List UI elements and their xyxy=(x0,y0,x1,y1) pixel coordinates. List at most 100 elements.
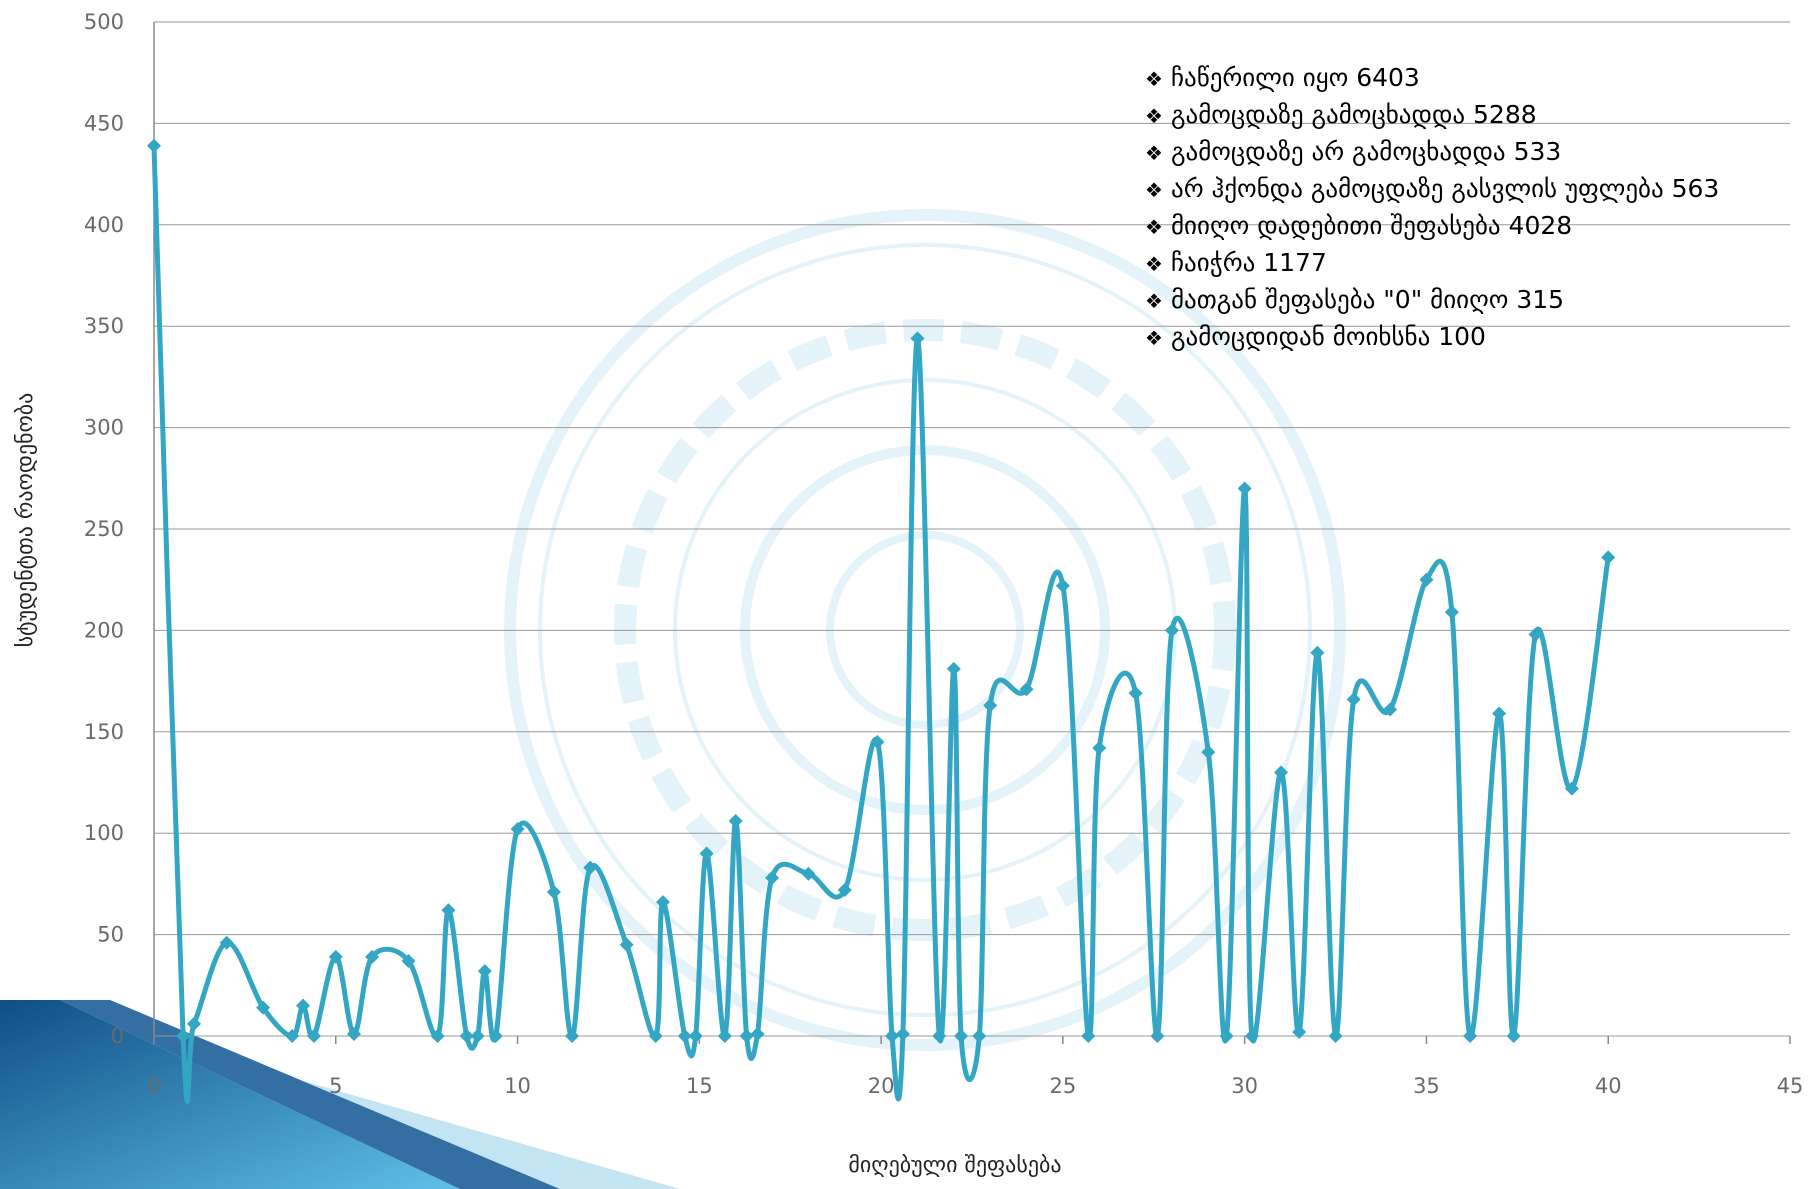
data-point xyxy=(1150,1029,1165,1043)
data-point xyxy=(477,964,492,979)
data-point xyxy=(219,935,234,950)
data-point xyxy=(147,138,161,153)
data-point xyxy=(619,937,634,952)
info-list-text: ჩაწერილი იყო 6403 xyxy=(1171,63,1420,92)
diamond-bullet-icon: ❖ xyxy=(1145,104,1163,128)
data-point xyxy=(648,1029,663,1043)
data-point xyxy=(401,953,416,968)
data-point xyxy=(441,903,456,918)
y-tick-label: 250 xyxy=(84,517,124,541)
y-tick-label: 200 xyxy=(84,618,124,642)
x-tick-label: 5 xyxy=(329,1074,342,1098)
gridlines xyxy=(154,21,1790,1037)
diamond-bullet-icon: ❖ xyxy=(1145,252,1163,276)
data-point xyxy=(510,822,525,837)
series-markers xyxy=(147,138,1616,1043)
y-tick-label: 100 xyxy=(84,821,124,845)
info-list-item: ❖ არ ჰქონდა გამოცდაზე გასვლის უფლება 563 xyxy=(1145,171,1719,208)
info-list-text: არ ჰქონდა გამოცდაზე გასვლის უფლება 563 xyxy=(1171,174,1720,203)
data-point xyxy=(728,814,743,829)
data-point xyxy=(1564,781,1579,796)
data-point xyxy=(1237,481,1252,496)
y-tick-label: 350 xyxy=(84,314,124,338)
info-list-text: გამოცდიდან მოიხსნა 100 xyxy=(1171,322,1486,351)
x-axis-title: მიღებული შეფასება xyxy=(848,1153,1061,1178)
x-tick-label: 15 xyxy=(686,1074,713,1098)
x-tick-label: 10 xyxy=(504,1074,531,1098)
info-list: ❖ ჩაწერილი იყო 6403 ❖ გამოცდაზე გამოცხადდა … xyxy=(1145,60,1719,356)
data-point xyxy=(885,1029,900,1043)
data-point xyxy=(1164,623,1179,638)
info-list-text: გამოცდაზე არ გამოცხადდა 533 xyxy=(1171,137,1562,166)
data-point xyxy=(765,870,780,885)
data-point xyxy=(1219,1029,1234,1043)
info-list-item: ❖ მიიღო დადებითი შეფასება 4028 xyxy=(1145,208,1719,245)
data-point xyxy=(1506,1029,1521,1043)
y-tick-label: 50 xyxy=(97,923,124,947)
data-point xyxy=(1081,1029,1096,1043)
y-tick-label: 500 xyxy=(84,10,124,34)
data-point xyxy=(430,1029,445,1043)
data-point xyxy=(1528,627,1543,642)
data-point xyxy=(1419,572,1434,587)
info-list-item: ❖ ჩაიჭრა 1177 xyxy=(1145,245,1719,282)
info-list-text: ჩაიჭრა 1177 xyxy=(1171,248,1327,277)
data-point xyxy=(328,949,343,964)
data-point xyxy=(717,1029,732,1043)
info-list-text: გამოცდაზე გამოცხადდა 5288 xyxy=(1171,100,1537,129)
data-point xyxy=(1310,645,1325,660)
diamond-bullet-icon: ❖ xyxy=(1145,67,1163,91)
data-point xyxy=(1492,706,1507,721)
data-point xyxy=(176,1029,191,1043)
data-point xyxy=(1092,741,1107,756)
info-list-item: ❖ მათგან შეფასება "0" მიიღო 315 xyxy=(1145,282,1719,319)
data-point xyxy=(1128,686,1143,701)
data-point xyxy=(1244,1029,1259,1043)
data-point xyxy=(1274,765,1289,780)
diamond-bullet-icon: ❖ xyxy=(1145,215,1163,239)
x-tick-label: 35 xyxy=(1413,1074,1440,1098)
x-tick-label: 0 xyxy=(147,1074,160,1098)
data-point xyxy=(932,1029,947,1043)
x-tick-label: 40 xyxy=(1595,1074,1622,1098)
diamond-bullet-icon: ❖ xyxy=(1145,289,1163,313)
data-point xyxy=(256,1000,271,1015)
info-list-item: ❖ გამოცდიდან მოიხსნა 100 xyxy=(1145,319,1719,356)
data-point xyxy=(1463,1029,1478,1043)
y-axis-title: სტუდენტთა რაოდენობა xyxy=(13,393,38,648)
y-tick-label: 300 xyxy=(84,416,124,440)
diamond-bullet-icon: ❖ xyxy=(1145,178,1163,202)
data-point xyxy=(546,885,561,900)
x-tick-label: 30 xyxy=(1231,1074,1258,1098)
diamond-bullet-icon: ❖ xyxy=(1145,326,1163,350)
x-tick-label: 20 xyxy=(868,1074,895,1098)
data-point xyxy=(983,698,998,713)
data-point xyxy=(688,1029,703,1043)
data-point xyxy=(946,661,961,676)
y-tick-label: 150 xyxy=(84,720,124,744)
data-point xyxy=(1346,692,1361,707)
data-point xyxy=(365,949,380,964)
y-tick-label: 450 xyxy=(84,111,124,135)
data-point xyxy=(739,1029,754,1043)
data-point xyxy=(1444,605,1459,620)
data-point xyxy=(750,1026,765,1041)
data-point xyxy=(801,866,816,881)
data-point xyxy=(583,860,598,875)
info-list-text: მათგან შეფასება "0" მიიღო 315 xyxy=(1171,285,1565,314)
info-list-item: ❖ გამოცდაზე არ გამოცხადდა 533 xyxy=(1145,134,1719,171)
data-point xyxy=(470,1029,485,1043)
data-point xyxy=(895,1026,910,1041)
data-point xyxy=(346,1026,361,1041)
x-tick-label: 45 xyxy=(1777,1074,1804,1098)
data-point xyxy=(285,1029,300,1043)
data-point xyxy=(1328,1029,1343,1043)
data-point xyxy=(699,846,714,861)
data-point xyxy=(910,331,925,346)
x-axis-tick-labels: 0 5 10 15 20 25 30 35 40 45 xyxy=(147,1074,1803,1098)
data-point xyxy=(1601,550,1616,565)
data-point xyxy=(1019,682,1034,697)
info-list-item: ❖ გამოცდაზე გამოცხადდა 5288 xyxy=(1145,97,1719,134)
data-point xyxy=(1055,578,1070,593)
